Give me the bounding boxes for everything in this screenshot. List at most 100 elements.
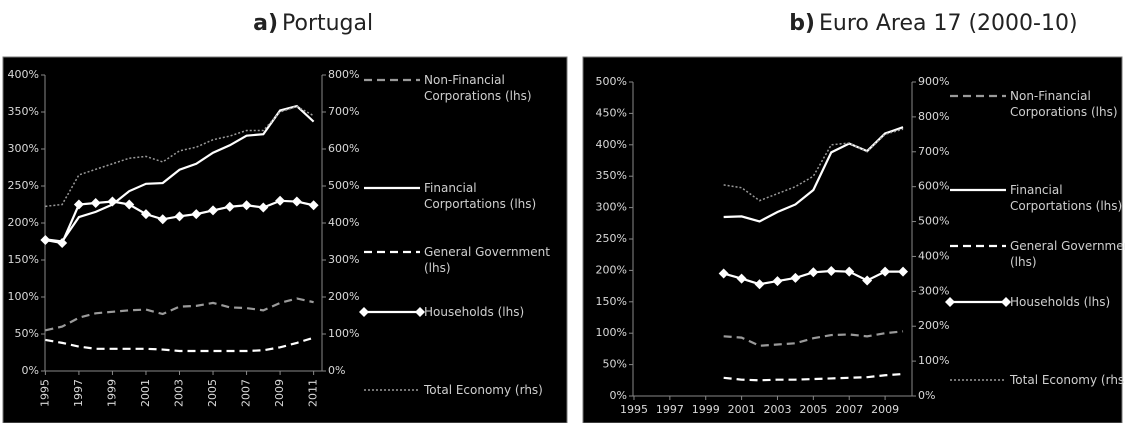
y2-tick-label: 800% xyxy=(328,68,359,81)
legend-label: Total Economy (rhs) xyxy=(1010,373,1125,387)
x-tick-label: 1997 xyxy=(656,403,684,416)
x-tick-label: 2001 xyxy=(139,379,152,407)
x-tick-label: 2005 xyxy=(206,379,219,407)
y2-tick-label: 800% xyxy=(918,110,949,123)
y-tick-label: 0% xyxy=(610,389,627,402)
y-tick-label: 250% xyxy=(8,179,39,192)
chart-panel xyxy=(582,56,1123,423)
series-marker xyxy=(291,196,302,207)
series-line xyxy=(45,105,314,208)
legend-label: Households (lhs) xyxy=(1010,295,1111,309)
series-line xyxy=(723,330,904,347)
y-tick-label: 200% xyxy=(596,263,627,276)
y-tick-label: 200% xyxy=(8,216,39,229)
legend-label: General Government (lhs) xyxy=(424,245,550,275)
legend-marker xyxy=(359,307,369,317)
y2-tick-label: 100% xyxy=(328,327,359,340)
y2-tick-label: 500% xyxy=(328,179,359,192)
series-line xyxy=(45,104,315,243)
y2-tick-label: 700% xyxy=(328,105,359,118)
x-tick-label: 2001 xyxy=(728,403,756,416)
y2-tick-label: 0% xyxy=(328,364,345,377)
series-marker xyxy=(258,202,269,213)
series-marker xyxy=(275,195,286,206)
y-tick-label: 50% xyxy=(603,358,627,371)
series-marker xyxy=(157,214,168,225)
series-marker xyxy=(772,276,783,287)
series-marker xyxy=(862,275,873,286)
series-line xyxy=(723,128,904,202)
series-marker xyxy=(224,201,235,212)
y-tick-label: 150% xyxy=(8,253,39,266)
series-marker xyxy=(40,235,51,246)
series-marker xyxy=(736,273,747,284)
legend-label: Non-Financial Corporations (lhs) xyxy=(424,73,532,103)
x-tick-label: 2011 xyxy=(307,379,320,407)
series-marker xyxy=(880,266,891,277)
series-marker xyxy=(191,209,202,220)
x-tick-label: 2009 xyxy=(273,379,286,407)
series-marker xyxy=(718,268,729,279)
chart-panel xyxy=(2,56,568,423)
legend-label: General Government (lhs) xyxy=(1010,239,1125,269)
series-marker xyxy=(73,199,84,210)
series-marker xyxy=(107,196,118,207)
y2-tick-label: 500% xyxy=(918,215,949,228)
series-marker xyxy=(90,198,101,209)
legend-label: Financial Corportations (lhs) xyxy=(424,181,537,211)
y2-tick-label: 200% xyxy=(328,290,359,303)
series-marker xyxy=(241,200,252,211)
x-tick-label: 2007 xyxy=(240,379,253,407)
series-line xyxy=(723,126,904,223)
y-tick-label: 0% xyxy=(22,364,39,377)
series-marker xyxy=(124,199,135,210)
x-tick-label: 2003 xyxy=(173,379,186,407)
legend-marker xyxy=(945,297,955,307)
y-tick-label: 400% xyxy=(8,68,39,81)
series-line xyxy=(723,372,904,382)
series-marker xyxy=(208,205,219,216)
legend-label: Households (lhs) xyxy=(424,305,525,319)
series-marker xyxy=(898,266,909,277)
y2-tick-label: 900% xyxy=(918,75,949,88)
panel-label: b) xyxy=(789,11,815,36)
series-marker xyxy=(308,200,319,211)
y-tick-label: 300% xyxy=(596,201,627,214)
y-tick-label: 250% xyxy=(596,232,627,245)
y2-tick-label: 200% xyxy=(918,319,949,332)
y2-tick-label: 100% xyxy=(918,354,949,367)
y2-tick-label: 300% xyxy=(328,253,359,266)
legend-label: Financial Corportations (lhs) xyxy=(1010,183,1123,213)
y2-tick-label: 400% xyxy=(918,249,949,262)
y2-tick-label: 700% xyxy=(918,145,949,158)
legend-marker xyxy=(1001,297,1011,307)
x-tick-label: 1999 xyxy=(105,379,118,407)
y-tick-label: 350% xyxy=(8,105,39,118)
series-marker xyxy=(754,279,765,290)
x-tick-label: 1997 xyxy=(72,379,85,407)
y-tick-label: 300% xyxy=(8,142,39,155)
series-line xyxy=(45,336,314,353)
x-tick-label: 2007 xyxy=(835,403,863,416)
series-marker xyxy=(174,211,185,222)
series-marker xyxy=(140,209,151,220)
x-tick-label: 1995 xyxy=(38,379,51,407)
chart-title: Portugal xyxy=(282,11,373,36)
y2-tick-label: 300% xyxy=(918,284,949,297)
y2-tick-label: 0% xyxy=(918,389,935,402)
x-tick-label: 1995 xyxy=(620,403,648,416)
x-tick-label: 2005 xyxy=(799,403,827,416)
series-marker xyxy=(790,272,801,283)
y-tick-label: 350% xyxy=(596,169,627,182)
series-marker xyxy=(844,266,855,277)
chart-title: Euro Area 17 (2000-10) xyxy=(819,11,1078,36)
panel-label: a) xyxy=(253,11,278,36)
y2-tick-label: 400% xyxy=(328,216,359,229)
y-tick-label: 100% xyxy=(596,326,627,339)
x-tick-label: 2009 xyxy=(871,403,899,416)
y2-tick-label: 600% xyxy=(918,180,949,193)
y-tick-label: 100% xyxy=(8,290,39,303)
y-tick-label: 50% xyxy=(15,327,39,340)
